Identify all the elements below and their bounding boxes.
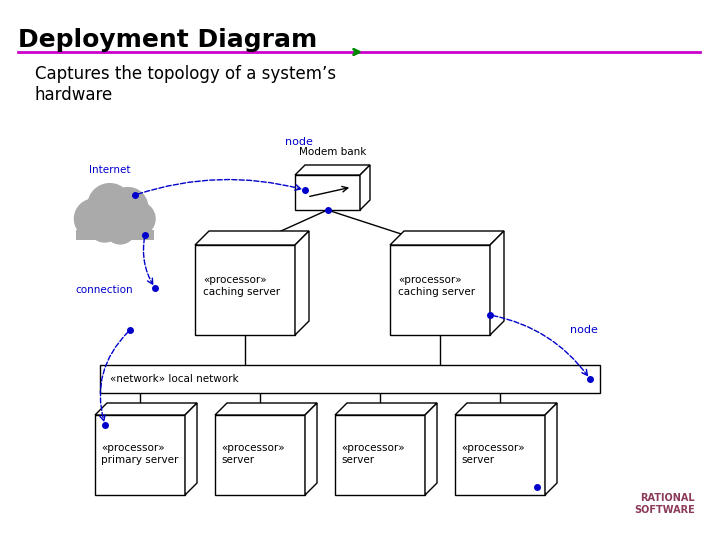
Polygon shape [455, 415, 545, 495]
Text: node: node [570, 325, 598, 335]
Text: Deployment Diagram: Deployment Diagram [18, 28, 318, 52]
Circle shape [104, 213, 136, 244]
Text: connection: connection [75, 285, 132, 295]
Circle shape [88, 184, 132, 227]
Polygon shape [100, 365, 600, 393]
Text: «processor»
caching server: «processor» caching server [203, 275, 280, 296]
Polygon shape [360, 165, 370, 210]
Polygon shape [215, 403, 317, 415]
Polygon shape [76, 230, 154, 240]
Polygon shape [305, 403, 317, 495]
Polygon shape [335, 403, 437, 415]
Polygon shape [490, 231, 504, 335]
Polygon shape [195, 231, 309, 245]
Text: Captures the topology of a system’s
hardware: Captures the topology of a system’s hard… [35, 65, 336, 104]
Text: «processor»
server: «processor» server [341, 443, 405, 464]
Polygon shape [390, 245, 490, 335]
Polygon shape [215, 415, 305, 495]
Polygon shape [545, 403, 557, 495]
Polygon shape [185, 403, 197, 495]
Polygon shape [95, 415, 185, 495]
Circle shape [74, 199, 114, 239]
Text: «network» local network: «network» local network [110, 374, 238, 384]
Circle shape [122, 202, 155, 235]
Polygon shape [335, 415, 425, 495]
Text: «processor»
server: «processor» server [461, 443, 525, 464]
Text: RATIONAL
SOFTWARE: RATIONAL SOFTWARE [634, 492, 695, 515]
Polygon shape [455, 403, 557, 415]
Polygon shape [95, 403, 197, 415]
Text: «processor»
server: «processor» server [221, 443, 284, 464]
Polygon shape [295, 175, 360, 210]
Text: «processor»
primary server: «processor» primary server [101, 443, 179, 464]
Polygon shape [295, 165, 370, 175]
Circle shape [89, 211, 120, 242]
Text: Modem bank: Modem bank [299, 147, 366, 157]
Text: Internet: Internet [89, 165, 131, 175]
Text: «processor»
caching server: «processor» caching server [398, 275, 475, 296]
Text: node: node [285, 137, 313, 147]
Polygon shape [390, 231, 504, 245]
Polygon shape [295, 231, 309, 335]
Circle shape [108, 187, 148, 227]
Polygon shape [195, 245, 295, 335]
Polygon shape [425, 403, 437, 495]
